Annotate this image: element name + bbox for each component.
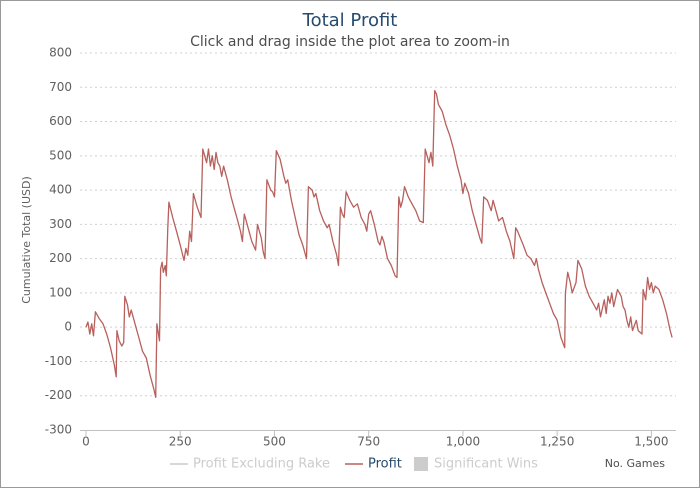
y-axis-label: Cumulative Total (USD) <box>20 176 33 304</box>
legend-label[interactable]: Profit Excluding Rake <box>193 457 330 472</box>
y-tick-label: 600 <box>49 114 72 128</box>
y-tick-label: 400 <box>49 183 72 197</box>
x-tick-label: 1,000 <box>446 435 480 449</box>
chart-title: Total Profit <box>302 10 398 31</box>
legend-label[interactable]: Profit <box>368 457 402 472</box>
chart-subtitle: Click and drag inside the plot area to z… <box>190 34 510 50</box>
x-tick-label: 500 <box>263 435 286 449</box>
x-axis-label: No. Games <box>605 457 666 470</box>
y-tick-label: -300 <box>45 423 72 437</box>
x-tick-label: 1,500 <box>634 435 668 449</box>
y-tick-label: 500 <box>49 148 72 162</box>
y-tick-label: 200 <box>49 251 72 265</box>
legend-symbol[interactable] <box>414 457 428 471</box>
x-tick-label: 250 <box>169 435 192 449</box>
y-tick-label: 700 <box>49 80 72 94</box>
y-tick-label: -200 <box>45 388 72 402</box>
x-tick-label: 1,250 <box>540 435 574 449</box>
legend-label[interactable]: Significant Wins <box>434 457 538 472</box>
x-tick-label: 0 <box>82 435 90 449</box>
y-tick-label: 800 <box>49 46 72 60</box>
y-tick-label: 0 <box>64 320 72 334</box>
y-tick-label: 100 <box>49 285 72 299</box>
y-tick-label: -100 <box>45 354 72 368</box>
x-tick-label: 750 <box>357 435 380 449</box>
y-tick-label: 300 <box>49 217 72 231</box>
series-line <box>85 90 673 399</box>
